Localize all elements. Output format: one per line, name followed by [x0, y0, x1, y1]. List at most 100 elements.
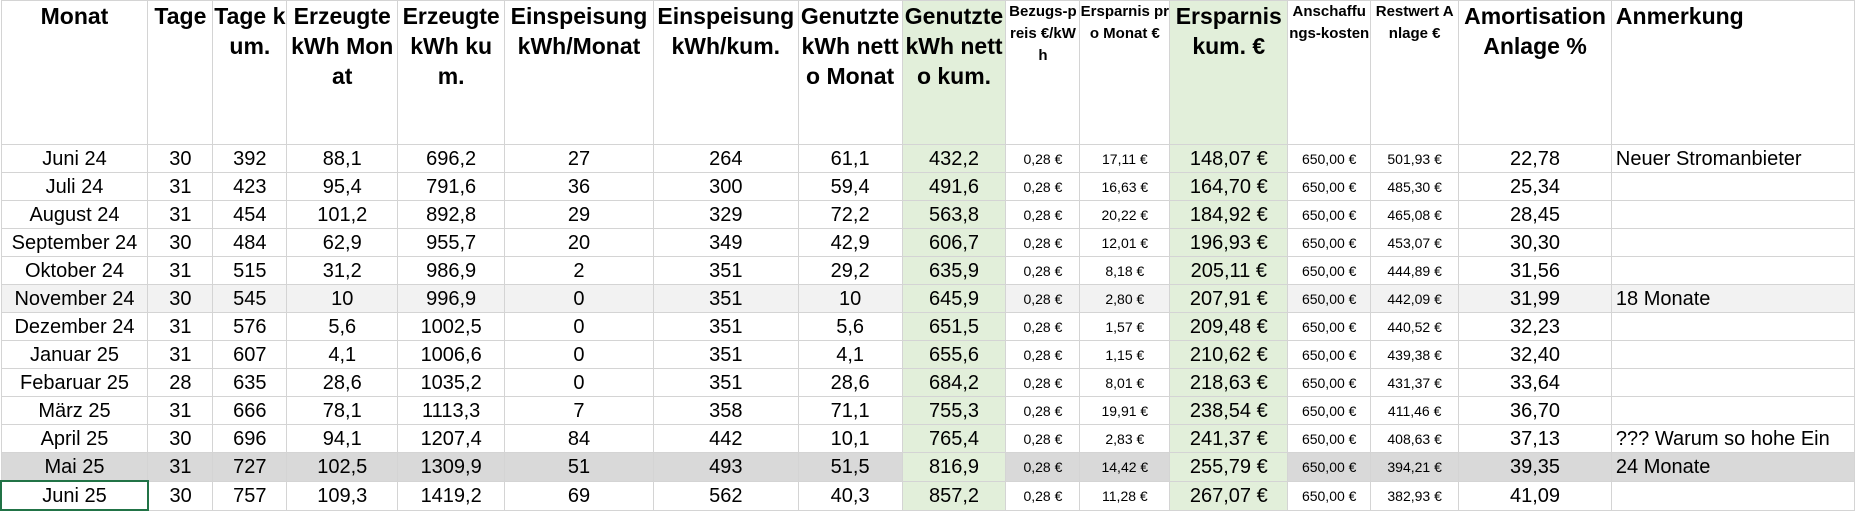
cell-cost[interactable]: 650,00 € — [1287, 228, 1372, 257]
cell-generated-month[interactable]: 101,2 — [286, 200, 399, 229]
cell-savings-month[interactable]: 8,18 € — [1079, 256, 1171, 285]
cell-cost[interactable]: 650,00 € — [1287, 312, 1372, 341]
cell-amortization[interactable]: 31,56 — [1458, 256, 1612, 285]
cell-savings-cum[interactable]: 255,79 € — [1169, 452, 1289, 482]
cell-cost[interactable]: 650,00 € — [1287, 368, 1372, 397]
cell-month[interactable]: Juni 24 — [0, 144, 149, 173]
cell-generated-month[interactable]: 109,3 — [286, 480, 399, 511]
cell-price[interactable]: 0,28 € — [1005, 424, 1081, 453]
cell-used-month[interactable]: 40,3 — [797, 480, 903, 511]
cell-note[interactable]: 18 Monate — [1610, 284, 1855, 313]
cell-days[interactable]: 31 — [147, 312, 214, 341]
cell-savings-month[interactable]: 16,63 € — [1079, 172, 1171, 201]
cell-savings-cum[interactable]: 164,70 € — [1169, 172, 1289, 201]
cell-generated-month[interactable]: 88,1 — [286, 144, 399, 173]
header-feed-in-month[interactable]: Einspeisung kWh/Monat — [504, 0, 654, 145]
cell-residual[interactable]: 501,93 € — [1370, 144, 1460, 173]
cell-generated-cum[interactable]: 791,6 — [397, 172, 506, 201]
cell-residual[interactable]: 439,38 € — [1370, 340, 1460, 369]
cell-feed-in-cum[interactable]: 349 — [652, 228, 799, 257]
cell-price[interactable]: 0,28 € — [1005, 284, 1081, 313]
cell-used-cum[interactable]: 491,6 — [901, 172, 1007, 201]
cell-month[interactable]: März 25 — [0, 396, 149, 425]
cell-feed-in-cum[interactable]: 351 — [652, 256, 799, 285]
cell-days[interactable]: 31 — [147, 452, 214, 482]
cell-price[interactable]: 0,28 € — [1005, 396, 1081, 425]
cell-feed-in-month[interactable]: 0 — [504, 368, 654, 397]
cell-generated-cum[interactable]: 1309,9 — [397, 452, 506, 482]
cell-generated-cum[interactable]: 986,9 — [397, 256, 506, 285]
cell-residual[interactable]: 394,21 € — [1370, 452, 1460, 482]
header-residual[interactable]: Restwert Anlage € — [1370, 0, 1460, 145]
cell-days[interactable]: 30 — [147, 480, 214, 511]
cell-note[interactable] — [1610, 200, 1855, 229]
cell-generated-month[interactable]: 102,5 — [286, 452, 399, 482]
cell-savings-month[interactable]: 2,80 € — [1079, 284, 1171, 313]
cell-feed-in-month[interactable]: 7 — [504, 396, 654, 425]
cell-generated-month[interactable]: 78,1 — [286, 396, 399, 425]
cell-amortization[interactable]: 36,70 — [1458, 396, 1612, 425]
cell-generated-cum[interactable]: 892,8 — [397, 200, 506, 229]
cell-days-cum[interactable]: 757 — [212, 480, 288, 511]
cell-used-month[interactable]: 59,4 — [797, 172, 903, 201]
cell-used-month[interactable]: 51,5 — [797, 452, 903, 482]
cell-note[interactable] — [1610, 228, 1855, 257]
cell-residual[interactable]: 431,37 € — [1370, 368, 1460, 397]
cell-generated-cum[interactable]: 696,2 — [397, 144, 506, 173]
cell-feed-in-cum[interactable]: 300 — [652, 172, 799, 201]
cell-month[interactable]: August 24 — [0, 200, 149, 229]
cell-cost[interactable]: 650,00 € — [1287, 144, 1372, 173]
cell-days[interactable]: 30 — [147, 424, 214, 453]
cell-feed-in-month[interactable]: 51 — [504, 452, 654, 482]
cell-residual[interactable]: 465,08 € — [1370, 200, 1460, 229]
cell-residual[interactable]: 485,30 € — [1370, 172, 1460, 201]
cell-savings-cum[interactable]: 241,37 € — [1169, 424, 1289, 453]
cell-used-cum[interactable]: 563,8 — [901, 200, 1007, 229]
cell-note[interactable] — [1610, 312, 1855, 341]
cell-amortization[interactable]: 22,78 — [1458, 144, 1612, 173]
cell-generated-cum[interactable]: 955,7 — [397, 228, 506, 257]
cell-savings-cum[interactable]: 267,07 € — [1169, 480, 1289, 511]
cell-used-month[interactable]: 5,6 — [797, 312, 903, 341]
cell-feed-in-month[interactable]: 36 — [504, 172, 654, 201]
cell-feed-in-month[interactable]: 84 — [504, 424, 654, 453]
cell-generated-cum[interactable]: 1006,6 — [397, 340, 506, 369]
cell-savings-month[interactable]: 12,01 € — [1079, 228, 1171, 257]
cell-days[interactable]: 31 — [147, 200, 214, 229]
cell-generated-month[interactable]: 5,6 — [286, 312, 399, 341]
cell-days[interactable]: 31 — [147, 172, 214, 201]
cell-amortization[interactable]: 39,35 — [1458, 452, 1612, 482]
cell-days-cum[interactable]: 392 — [212, 144, 288, 173]
cell-residual[interactable]: 382,93 € — [1370, 480, 1460, 511]
header-generated-cum[interactable]: Erzeugte kWh kum. — [397, 0, 506, 145]
cell-amortization[interactable]: 32,23 — [1458, 312, 1612, 341]
cell-savings-month[interactable]: 14,42 € — [1079, 452, 1171, 482]
cell-cost[interactable]: 650,00 € — [1287, 284, 1372, 313]
header-generated-month[interactable]: Erzeugte kWh Monat — [286, 0, 399, 145]
cell-month[interactable]: November 24 — [0, 284, 149, 313]
cell-days-cum[interactable]: 696 — [212, 424, 288, 453]
cell-days-cum[interactable]: 545 — [212, 284, 288, 313]
cell-feed-in-cum[interactable]: 351 — [652, 312, 799, 341]
header-note[interactable]: Anmerkung — [1610, 0, 1855, 145]
cell-used-month[interactable]: 61,1 — [797, 144, 903, 173]
cell-price[interactable]: 0,28 € — [1005, 368, 1081, 397]
cell-cost[interactable]: 650,00 € — [1287, 172, 1372, 201]
cell-generated-month[interactable]: 95,4 — [286, 172, 399, 201]
cell-savings-month[interactable]: 19,91 € — [1079, 396, 1171, 425]
cell-note[interactable] — [1610, 172, 1855, 201]
cell-month[interactable]: Januar 25 — [0, 340, 149, 369]
header-feed-in-cum[interactable]: Einspeisung kWh/kum. — [652, 0, 799, 145]
cell-savings-month[interactable]: 20,22 € — [1079, 200, 1171, 229]
header-days[interactable]: Tage — [147, 0, 214, 145]
cell-feed-in-cum[interactable]: 358 — [652, 396, 799, 425]
cell-month[interactable]: Juli 24 — [0, 172, 149, 201]
cell-month[interactable]: Juni 25 — [0, 480, 149, 511]
cell-used-month[interactable]: 10,1 — [797, 424, 903, 453]
cell-feed-in-month[interactable]: 29 — [504, 200, 654, 229]
cell-amortization[interactable]: 41,09 — [1458, 480, 1612, 511]
cell-savings-cum[interactable]: 184,92 € — [1169, 200, 1289, 229]
cell-days-cum[interactable]: 454 — [212, 200, 288, 229]
cell-note[interactable] — [1610, 396, 1855, 425]
header-amortization[interactable]: Amortisation Anlage % — [1458, 0, 1612, 145]
